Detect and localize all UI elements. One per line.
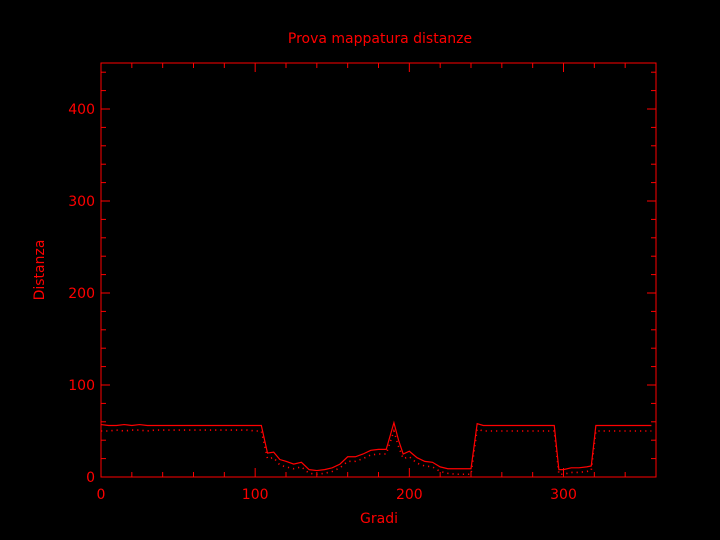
tick-labels: 0 100 200 300 0 100 200 300 400: [68, 102, 577, 503]
y-tick-label: 0: [86, 470, 95, 486]
chart-title: Prova mappatura distanze: [288, 31, 472, 47]
x-tick-label: 300: [550, 487, 577, 503]
plot-frame: [100, 62, 657, 478]
x-tick-label: 200: [396, 487, 423, 503]
solid-series-line: [100, 420, 652, 472]
axis-ticks: [100, 63, 657, 478]
y-tick-label: 400: [68, 102, 95, 118]
x-tick-label: 100: [242, 487, 269, 503]
data-series: [100, 420, 652, 476]
y-tick-label: 300: [68, 194, 95, 210]
x-axis-label: Gradi: [360, 511, 398, 527]
x-tick-label: 0: [97, 487, 106, 503]
y-tick-label: 100: [68, 378, 95, 394]
dotted-series-line: [101, 428, 652, 476]
y-axis-label: Distanza: [32, 240, 48, 301]
y-tick-label: 200: [68, 286, 95, 302]
